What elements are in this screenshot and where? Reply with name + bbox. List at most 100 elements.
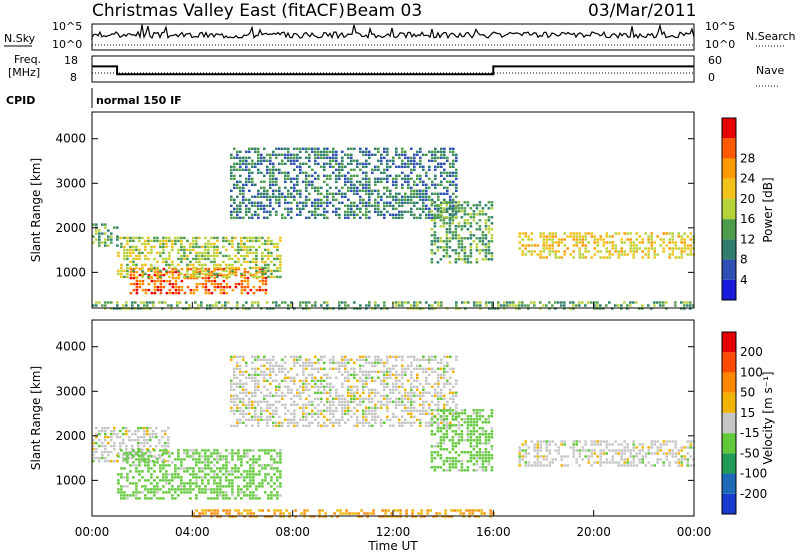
- power-cell: [215, 301, 218, 303]
- power-cell: [467, 228, 470, 230]
- power-cell: [234, 249, 237, 251]
- velocity-cell: [308, 383, 311, 385]
- power-cell: [431, 258, 434, 260]
- velocity-cell: [338, 368, 341, 370]
- power-cell: [244, 286, 247, 288]
- power-cell: [455, 213, 458, 215]
- velocity-cell: [491, 436, 494, 438]
- power-cell: [437, 196, 440, 198]
- power-cell: [413, 301, 416, 303]
- velocity-cell: [323, 368, 326, 370]
- velocity-cell: [410, 383, 413, 385]
- velocity-cell: [246, 509, 249, 511]
- power-cell: [647, 238, 650, 240]
- power-cell: [626, 253, 629, 255]
- power-cell: [245, 163, 248, 165]
- velocity-cell: [107, 460, 110, 462]
- velocity-cell: [141, 485, 144, 487]
- power-cell: [335, 178, 338, 180]
- power-cell: [242, 160, 245, 162]
- power-cell: [278, 304, 281, 306]
- velocity-cell: [150, 473, 153, 475]
- power-cell: [192, 240, 195, 242]
- power-cell: [683, 241, 686, 243]
- power-cell: [473, 216, 476, 218]
- power-cell: [455, 237, 458, 239]
- power-cell: [608, 241, 611, 243]
- velocity-cell: [428, 374, 431, 376]
- velocity-cell: [302, 380, 305, 382]
- power-cell: [314, 202, 317, 204]
- power-cell: [132, 237, 135, 239]
- velocity-cell: [650, 446, 653, 448]
- power-cell: [443, 201, 446, 203]
- velocity-cell: [371, 398, 374, 400]
- power-cell: [452, 166, 455, 168]
- power-cell: [428, 217, 431, 219]
- velocity-cell: [257, 404, 260, 406]
- velocity-cell: [174, 470, 177, 472]
- velocity-cell: [536, 458, 539, 460]
- velocity-cell: [296, 392, 299, 394]
- power-cell: [239, 208, 242, 210]
- power-cell: [350, 184, 353, 186]
- cpid-panel: CPID normal 150 IF: [6, 88, 182, 108]
- velocity-cell: [129, 464, 132, 466]
- velocity-cell: [230, 401, 233, 403]
- velocity-cell: [276, 455, 279, 457]
- power-cell: [671, 253, 674, 255]
- velocity-cell: [416, 365, 419, 367]
- power-cell: [395, 199, 398, 201]
- velocity-cell: [374, 380, 377, 382]
- power-cell: [244, 277, 247, 279]
- velocity-cell: [263, 365, 266, 367]
- power-cell: [130, 292, 133, 294]
- power-cell: [359, 163, 362, 165]
- power-cell: [407, 202, 410, 204]
- velocity-cell: [243, 479, 246, 481]
- velocity-cell: [216, 452, 219, 454]
- velocity-cell: [242, 374, 245, 376]
- velocity-cell: [293, 425, 296, 427]
- velocity-cell: [135, 491, 138, 493]
- power-cell: [311, 181, 314, 183]
- velocity-cell: [320, 356, 323, 358]
- velocity-cell: [239, 356, 242, 358]
- power-cell: [273, 258, 276, 260]
- power-cell: [299, 148, 302, 150]
- power-cell: [107, 235, 110, 237]
- velocity-cell: [356, 359, 359, 361]
- velocity-cell: [401, 398, 404, 400]
- power-cell: [326, 148, 329, 150]
- velocity-cell: [195, 473, 198, 475]
- velocity-cell: [233, 404, 236, 406]
- power-cell: [401, 163, 404, 165]
- power-cell: [662, 301, 665, 303]
- velocity-cell: [150, 467, 153, 469]
- velocity-cell: [228, 509, 231, 511]
- power-cell: [311, 148, 314, 150]
- velocity-cell: [249, 485, 252, 487]
- power-cell: [210, 246, 213, 248]
- power-cell: [437, 304, 440, 306]
- power-cell: [479, 213, 482, 215]
- velocity-cell: [467, 427, 470, 429]
- power-cell: [575, 241, 578, 243]
- power-cell: [126, 249, 129, 251]
- noise-left-label: N.Sky: [4, 32, 36, 45]
- velocity-cell: [431, 395, 434, 397]
- power-cell: [101, 232, 104, 234]
- power-cell: [680, 253, 683, 255]
- power-cell: [617, 250, 620, 252]
- velocity-cell: [198, 461, 201, 463]
- power-cell: [425, 154, 428, 156]
- power-cell: [192, 276, 195, 278]
- velocity-cell: [360, 509, 363, 511]
- power-cell: [305, 196, 308, 198]
- velocity-cell: [260, 416, 263, 418]
- velocity-cell: [311, 386, 314, 388]
- power-cell: [262, 280, 265, 282]
- velocity-cell: [551, 461, 554, 463]
- power-cell: [290, 157, 293, 159]
- power-cell: [587, 301, 590, 303]
